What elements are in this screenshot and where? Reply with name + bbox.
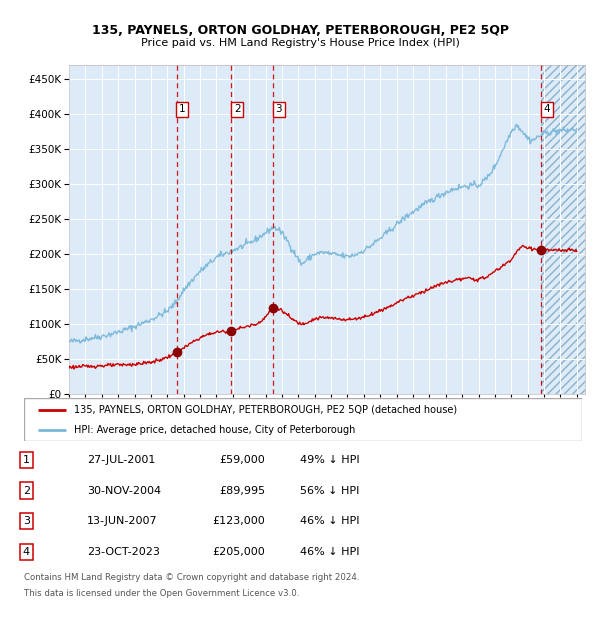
Text: 2: 2 xyxy=(234,104,241,115)
Text: 3: 3 xyxy=(275,104,282,115)
Bar xyxy=(541,65,585,394)
Text: 1: 1 xyxy=(179,104,186,115)
Text: 135, PAYNELS, ORTON GOLDHAY, PETERBOROUGH, PE2 5QP (detached house): 135, PAYNELS, ORTON GOLDHAY, PETERBOROUG… xyxy=(74,405,457,415)
Text: £123,000: £123,000 xyxy=(212,516,265,526)
Text: 135, PAYNELS, ORTON GOLDHAY, PETERBOROUGH, PE2 5QP: 135, PAYNELS, ORTON GOLDHAY, PETERBOROUG… xyxy=(91,24,509,37)
Text: 56% ↓ HPI: 56% ↓ HPI xyxy=(300,485,359,495)
Text: Contains HM Land Registry data © Crown copyright and database right 2024.: Contains HM Land Registry data © Crown c… xyxy=(24,574,359,583)
Text: 2: 2 xyxy=(23,485,30,495)
Text: This data is licensed under the Open Government Licence v3.0.: This data is licensed under the Open Gov… xyxy=(24,589,299,598)
Text: 23-OCT-2023: 23-OCT-2023 xyxy=(87,547,160,557)
Text: 46% ↓ HPI: 46% ↓ HPI xyxy=(300,516,359,526)
Text: 13-JUN-2007: 13-JUN-2007 xyxy=(87,516,158,526)
Text: 30-NOV-2004: 30-NOV-2004 xyxy=(87,485,161,495)
Text: £89,995: £89,995 xyxy=(220,485,265,495)
Text: HPI: Average price, detached house, City of Peterborough: HPI: Average price, detached house, City… xyxy=(74,425,356,435)
Text: 27-JUL-2001: 27-JUL-2001 xyxy=(87,455,155,465)
Text: Price paid vs. HM Land Registry's House Price Index (HPI): Price paid vs. HM Land Registry's House … xyxy=(140,38,460,48)
Text: 3: 3 xyxy=(23,516,30,526)
Text: £59,000: £59,000 xyxy=(220,455,265,465)
Text: £205,000: £205,000 xyxy=(212,547,265,557)
FancyBboxPatch shape xyxy=(24,398,582,441)
Text: 49% ↓ HPI: 49% ↓ HPI xyxy=(300,455,359,465)
Text: 1: 1 xyxy=(23,455,30,465)
Text: 4: 4 xyxy=(23,547,30,557)
Text: 46% ↓ HPI: 46% ↓ HPI xyxy=(300,547,359,557)
Text: 4: 4 xyxy=(544,104,550,115)
